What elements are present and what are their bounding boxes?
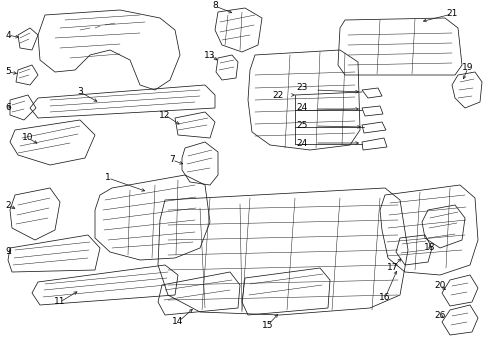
Text: 24: 24 bbox=[296, 103, 308, 112]
Text: 26: 26 bbox=[434, 310, 446, 320]
Text: 18: 18 bbox=[424, 243, 436, 252]
Text: 17: 17 bbox=[387, 264, 399, 273]
Text: 8: 8 bbox=[212, 1, 218, 10]
Text: 5: 5 bbox=[5, 68, 11, 77]
Text: 20: 20 bbox=[434, 280, 446, 289]
Text: 21: 21 bbox=[446, 9, 458, 18]
Text: 10: 10 bbox=[22, 134, 34, 143]
Text: 25: 25 bbox=[296, 121, 308, 130]
Text: 9: 9 bbox=[5, 248, 11, 256]
Text: 22: 22 bbox=[272, 90, 284, 99]
Text: 11: 11 bbox=[54, 297, 66, 306]
Text: 16: 16 bbox=[379, 293, 391, 302]
Text: 15: 15 bbox=[262, 320, 274, 329]
Text: 4: 4 bbox=[5, 31, 11, 40]
Text: 3: 3 bbox=[77, 87, 83, 96]
Text: 23: 23 bbox=[296, 84, 308, 93]
Text: 6: 6 bbox=[5, 103, 11, 112]
Text: 14: 14 bbox=[172, 318, 184, 327]
Text: 2: 2 bbox=[5, 201, 11, 210]
Text: 24: 24 bbox=[296, 139, 308, 148]
Text: 19: 19 bbox=[462, 63, 474, 72]
Text: 1: 1 bbox=[105, 174, 111, 183]
Text: 13: 13 bbox=[204, 50, 216, 59]
Text: 7: 7 bbox=[169, 156, 175, 165]
Text: 12: 12 bbox=[159, 111, 171, 120]
